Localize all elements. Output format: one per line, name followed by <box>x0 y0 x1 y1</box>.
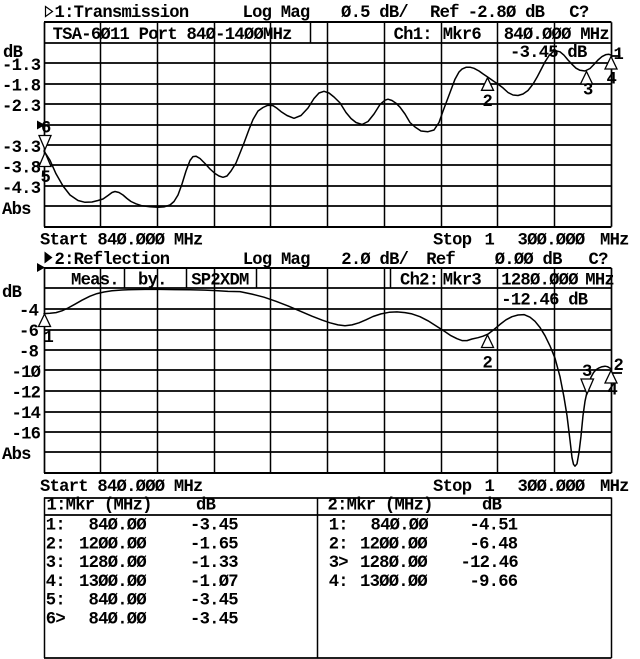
svg-text:Log Mag: Log Mag <box>243 4 310 23</box>
svg-text:-3.3: -3.3 <box>2 139 41 158</box>
svg-text:-8: -8 <box>19 344 39 363</box>
svg-text:6>: 6> <box>46 610 66 629</box>
svg-text:4:: 4: <box>329 573 348 592</box>
svg-text:dB: dB <box>196 497 216 516</box>
svg-text:Stop: Stop <box>433 231 472 250</box>
svg-text:3: 3 <box>582 363 592 382</box>
svg-text:Start 84Ø.ØØØ MHz: Start 84Ø.ØØØ MHz <box>40 231 203 250</box>
svg-text:6: 6 <box>41 120 51 139</box>
svg-text:1:Mkr (MHz): 1:Mkr (MHz) <box>47 497 152 516</box>
svg-text:2:Reflection: 2:Reflection <box>55 251 170 270</box>
svg-text:-1.33: -1.33 <box>190 554 238 573</box>
svg-text:C?: C? <box>589 251 609 270</box>
svg-text:-12.46: -12.46 <box>461 554 519 573</box>
svg-text:1: 1 <box>485 231 495 250</box>
svg-text:2.Ø dB/: 2.Ø dB/ <box>341 251 408 270</box>
svg-text:Abs: Abs <box>2 446 31 465</box>
svg-text:3ØØ.ØØØ: 3ØØ.ØØØ <box>518 231 585 250</box>
svg-text:-1.65: -1.65 <box>190 535 238 554</box>
svg-text:-4.51: -4.51 <box>470 517 518 536</box>
svg-text:-2.8Ø dB: -2.8Ø dB <box>468 4 545 23</box>
svg-text:Meas.: Meas. <box>71 271 119 290</box>
svg-text:MHz: MHz <box>600 231 629 250</box>
svg-text:-1.3: -1.3 <box>2 57 41 76</box>
svg-text:-12.46 dB: -12.46 dB <box>501 292 588 311</box>
svg-text:5: 5 <box>41 169 51 188</box>
svg-text:Mkr6: Mkr6 <box>443 26 482 45</box>
svg-text:-3.45: -3.45 <box>190 517 238 536</box>
svg-text:-4.3: -4.3 <box>2 180 41 199</box>
svg-text:Abs: Abs <box>2 201 31 220</box>
svg-text:Mkr3: Mkr3 <box>443 271 482 290</box>
svg-text:128Ø.ØØ: 128Ø.ØØ <box>79 554 146 573</box>
svg-text:C?: C? <box>569 4 589 23</box>
svg-text:-6.48: -6.48 <box>470 535 518 554</box>
svg-text:2: 2 <box>483 355 493 374</box>
svg-text:84Ø.ØØØ MHz: 84Ø.ØØØ MHz <box>504 26 610 45</box>
svg-text:1:Transmission: 1:Transmission <box>55 4 189 23</box>
svg-text:3ØØ.ØØØ: 3ØØ.ØØØ <box>518 478 585 497</box>
svg-text:12ØØ.ØØ: 12ØØ.ØØ <box>79 535 146 554</box>
svg-text:dB: dB <box>3 44 23 63</box>
svg-text:-6: -6 <box>19 323 39 342</box>
svg-text:128Ø.ØØ: 128Ø.ØØ <box>360 554 427 573</box>
svg-text:84Ø.ØØ: 84Ø.ØØ <box>371 517 429 536</box>
svg-text:Ø.5 dB/: Ø.5 dB/ <box>341 4 408 23</box>
svg-text:dB: dB <box>482 497 502 516</box>
svg-text:Ref: Ref <box>430 4 459 23</box>
svg-text:128Ø.ØØØ: 128Ø.ØØØ <box>501 271 578 290</box>
svg-text:-1.8: -1.8 <box>2 78 41 97</box>
svg-text:-14: -14 <box>12 405 41 424</box>
svg-text:Stop: Stop <box>433 478 472 497</box>
svg-text:Start 84Ø.ØØØ MHz: Start 84Ø.ØØØ MHz <box>40 478 203 497</box>
svg-text:TSA-6Ø11 Port 84Ø-14ØØMHz: TSA-6Ø11 Port 84Ø-14ØØMHz <box>53 26 293 45</box>
svg-text:4:: 4: <box>46 573 65 592</box>
svg-text:2:: 2: <box>329 535 348 554</box>
svg-text:3>: 3> <box>329 554 349 573</box>
svg-text:Log Mag: Log Mag <box>243 251 310 270</box>
svg-text:-1.Ø7: -1.Ø7 <box>190 573 238 592</box>
svg-text:3:: 3: <box>46 554 65 573</box>
svg-text:2: 2 <box>483 93 493 112</box>
svg-text:MHz: MHz <box>585 271 614 290</box>
svg-text:84Ø.ØØ: 84Ø.ØØ <box>89 610 147 629</box>
svg-text:1: 1 <box>44 329 54 348</box>
svg-text:SP2XDM: SP2XDM <box>191 271 249 290</box>
svg-text:2:: 2: <box>46 535 65 554</box>
svg-text:by.: by. <box>138 271 167 290</box>
svg-text:dB: dB <box>2 284 22 303</box>
svg-text:-16: -16 <box>12 426 41 445</box>
svg-text:-3.8: -3.8 <box>2 160 41 179</box>
svg-text:1:: 1: <box>46 517 65 536</box>
svg-text:-4: -4 <box>19 303 39 322</box>
svg-text:13ØØ.ØØ: 13ØØ.ØØ <box>79 573 146 592</box>
svg-text:Ch1:: Ch1: <box>394 26 432 45</box>
svg-text:84Ø.ØØ: 84Ø.ØØ <box>89 517 147 536</box>
svg-text:Ch2:: Ch2: <box>400 271 438 290</box>
svg-text:1:: 1: <box>329 517 348 536</box>
svg-text:2:Mkr (MHz): 2:Mkr (MHz) <box>328 497 433 516</box>
svg-text:4: 4 <box>608 382 618 401</box>
svg-text:Ø.ØØ dB: Ø.ØØ dB <box>495 251 562 270</box>
svg-text:MHz: MHz <box>600 478 629 497</box>
svg-text:12ØØ.ØØ: 12ØØ.ØØ <box>360 535 427 554</box>
svg-text:1: 1 <box>485 478 495 497</box>
svg-text:-3.45 dB: -3.45 dB <box>510 44 587 63</box>
svg-text:-9.66: -9.66 <box>470 573 518 592</box>
svg-text:5:: 5: <box>46 592 65 611</box>
svg-text:Ref: Ref <box>426 251 455 270</box>
svg-text:-12: -12 <box>12 385 41 404</box>
svg-text:-1Ø: -1Ø <box>12 364 41 383</box>
svg-text:-3.45: -3.45 <box>190 592 238 611</box>
svg-text:-3.45: -3.45 <box>190 610 238 629</box>
svg-text:4: 4 <box>607 71 617 90</box>
svg-text:3: 3 <box>583 82 593 101</box>
svg-text:84Ø.ØØ: 84Ø.ØØ <box>89 592 147 611</box>
svg-text:13ØØ.ØØ: 13ØØ.ØØ <box>360 573 427 592</box>
svg-text:2: 2 <box>614 357 624 376</box>
svg-text:-2.3: -2.3 <box>2 98 41 117</box>
